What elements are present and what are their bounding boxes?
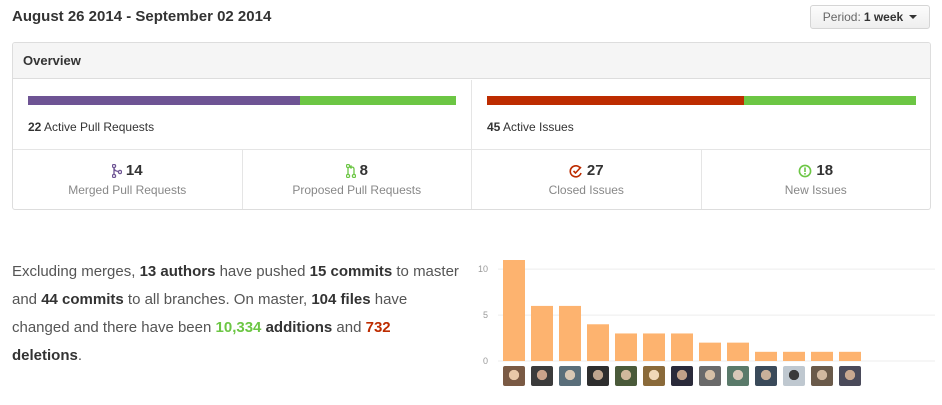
commit-summary-paragraph: Excluding merges, 13 authors have pushed…: [12, 258, 462, 370]
master-commits-count[interactable]: 15 commits: [309, 263, 393, 280]
git-pull-request-icon: [345, 163, 356, 178]
overview-title: Overview: [13, 43, 930, 79]
commit-bar[interactable]: [839, 351, 861, 361]
commit-bar[interactable]: [755, 351, 777, 361]
active-pull-requests-label: Active Pull Requests: [44, 120, 155, 134]
issue-opened-icon: [798, 164, 812, 178]
merged-count: 14: [125, 162, 143, 179]
author-avatar[interactable]: [699, 366, 721, 386]
commit-bar[interactable]: [643, 333, 665, 361]
author-avatar[interactable]: [671, 366, 693, 386]
summary-text-6: and: [332, 319, 366, 336]
summary-text-5: have changed and there have been: [12, 291, 408, 336]
summary-text-1: Excluding merges,: [12, 263, 140, 280]
commit-bar[interactable]: [615, 333, 637, 361]
summary-text-4: to all branches. On master,: [123, 291, 312, 308]
new-label: New Issues: [784, 183, 847, 197]
proposed-count: 8: [359, 162, 368, 179]
active-issues-text: 45 Active Issues: [487, 120, 574, 134]
author-avatar[interactable]: [839, 366, 861, 386]
commit-bar[interactable]: [783, 351, 805, 361]
page-title: August 26 2014 - September 02 2014: [12, 8, 272, 25]
closed-count: 27: [586, 162, 604, 179]
active-issues-count: 45: [487, 120, 501, 134]
active-issues-label: Active Issues: [503, 120, 574, 134]
closed-segment: [487, 96, 745, 105]
commit-bar[interactable]: [503, 260, 525, 361]
additions-count: 10,334: [215, 319, 262, 336]
summary-text-7: .: [77, 347, 83, 364]
overview-summary-row: 22 Active Pull Requests 45 Active Issues: [13, 80, 930, 150]
author-avatar[interactable]: [755, 366, 777, 386]
proposed-label: Proposed Pull Requests: [292, 183, 422, 197]
commits-by-author-chart: 0 5 10: [470, 250, 940, 400]
summary-text-3: to master and: [12, 263, 459, 308]
overview-stats-row: 14 Merged Pull Requests 8 Proposed Pull …: [13, 150, 931, 209]
deletions-count: 732: [365, 319, 391, 336]
new-segment: [744, 96, 916, 105]
stat-new-issues[interactable]: 18 New Issues: [702, 150, 931, 209]
commit-bar[interactable]: [559, 305, 581, 361]
git-merge-icon: [111, 163, 122, 178]
overview-panel: Overview 22 Active Pull Requests 45 Acti…: [12, 42, 931, 210]
author-avatar[interactable]: [643, 366, 665, 386]
y-tick-label: 5: [483, 310, 488, 320]
commit-bar[interactable]: [671, 333, 693, 361]
proposed-segment: [300, 96, 456, 105]
period-dropdown-button[interactable]: Period: 1 week: [810, 5, 930, 29]
pull-requests-summary[interactable]: 22 Active Pull Requests: [13, 80, 472, 149]
commit-bar[interactable]: [699, 342, 721, 361]
active-pull-requests-count: 22: [28, 120, 42, 134]
stat-proposed-pull-requests[interactable]: 8 Proposed Pull Requests: [243, 150, 472, 209]
period-label: Period:: [822, 10, 861, 24]
merged-label: Merged Pull Requests: [68, 183, 187, 197]
additions-label: additions: [261, 319, 333, 336]
y-tick-label: 0: [483, 356, 488, 366]
issues-progress-bar: [487, 96, 916, 105]
merged-segment: [28, 96, 301, 105]
commit-bar[interactable]: [811, 351, 833, 361]
chart-svg: 0 5 10: [478, 260, 935, 366]
issues-summary[interactable]: 45 Active Issues: [472, 80, 930, 149]
y-tick-label: 10: [478, 264, 488, 274]
summary-text-2: have pushed: [215, 263, 310, 280]
author-avatar[interactable]: [559, 366, 581, 386]
closed-label: Closed Issues: [548, 183, 624, 197]
commit-bar[interactable]: [727, 342, 749, 361]
stat-merged-pull-requests[interactable]: 14 Merged Pull Requests: [13, 150, 243, 209]
chevron-down-icon: [909, 15, 918, 19]
commit-bar[interactable]: [531, 305, 553, 361]
author-avatar[interactable]: [615, 366, 637, 386]
commit-bar[interactable]: [587, 324, 609, 361]
author-avatar[interactable]: [531, 366, 553, 386]
deletions-label: deletions: [12, 347, 78, 364]
period-value: 1 week: [863, 10, 904, 24]
author-avatar[interactable]: [811, 366, 833, 386]
pull-requests-progress-bar: [28, 96, 456, 105]
new-count: 18: [816, 162, 834, 179]
stat-closed-issues[interactable]: 27 Closed Issues: [472, 150, 702, 209]
active-pull-requests-text: 22 Active Pull Requests: [28, 120, 154, 134]
author-avatar[interactable]: [503, 366, 525, 386]
issue-closed-icon: [569, 164, 583, 178]
all-branches-commits-count[interactable]: 44 commits: [41, 291, 124, 308]
files-changed-count: 104 files: [311, 291, 371, 308]
author-avatar[interactable]: [727, 366, 749, 386]
authors-count[interactable]: 13 authors: [139, 263, 216, 280]
author-avatar[interactable]: [783, 366, 805, 386]
author-avatar[interactable]: [587, 366, 609, 386]
